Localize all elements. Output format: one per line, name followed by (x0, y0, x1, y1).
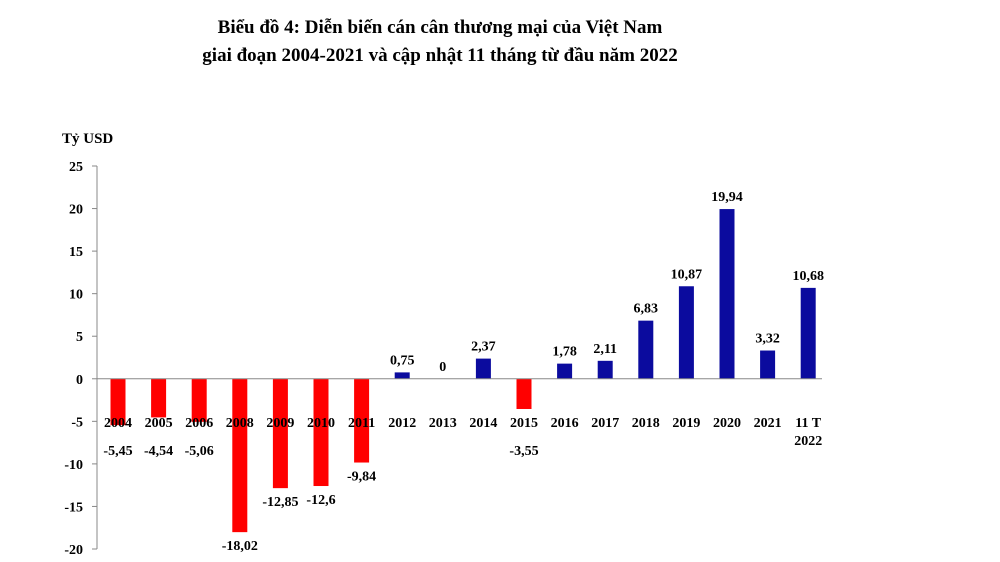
y-tick-label: -5 (71, 415, 83, 430)
data-label: 19,94 (711, 190, 743, 205)
category-label: 2016 (551, 416, 579, 431)
category-label: 2006 (185, 416, 213, 431)
y-tick-label: 25 (69, 160, 83, 175)
bar (557, 363, 573, 379)
bar (516, 378, 532, 409)
y-tick-label: -10 (64, 458, 83, 473)
bar (313, 378, 329, 487)
category-label: 2008 (226, 416, 254, 431)
y-tick-label: -20 (64, 543, 83, 558)
data-label: 0 (439, 360, 446, 375)
bar (394, 372, 410, 379)
chart-title-line-1: Biểu đồ 4: Diễn biến cán cân thương mại … (217, 17, 663, 38)
data-label: -12,85 (262, 495, 298, 510)
data-label: -5,06 (185, 444, 214, 459)
category-label: 11 T 2022 (794, 416, 822, 449)
category-label: 2010 (307, 416, 335, 431)
category-label: 2014 (469, 416, 497, 431)
category-label: 2017 (591, 416, 619, 431)
category-label: 2004 (104, 416, 132, 431)
bar (475, 358, 491, 379)
category-label: 2020 (713, 416, 741, 431)
bar (638, 320, 654, 379)
bar (678, 286, 694, 379)
data-label: -18,02 (222, 539, 258, 554)
bar (597, 360, 613, 379)
y-axis-label: Tỷ USD (62, 131, 113, 147)
category-label: 2015 (510, 416, 538, 431)
chart-title-line-2: giai đoạn 2004-2021 và cập nhật 11 tháng… (202, 45, 678, 66)
category-label: 2019 (672, 416, 700, 431)
data-label: -9,84 (347, 470, 376, 485)
bar (191, 378, 207, 422)
data-label: 2,11 (593, 342, 617, 357)
y-tick-label: 5 (76, 330, 83, 345)
data-label: -5,45 (103, 444, 132, 459)
data-label: -12,6 (306, 493, 335, 508)
data-label: -4,54 (144, 444, 173, 459)
category-label: 2005 (145, 416, 173, 431)
category-label: 2012 (388, 416, 416, 431)
data-label: 1,78 (552, 345, 577, 360)
y-tick-label: 0 (76, 373, 83, 388)
bar (800, 287, 816, 379)
bar (719, 209, 735, 379)
bar (760, 350, 776, 379)
data-label: 3,32 (755, 332, 780, 347)
category-label: 2018 (632, 416, 660, 431)
y-tick-label: 15 (69, 245, 83, 260)
category-label: 2009 (266, 416, 294, 431)
y-tick-label: 10 (69, 288, 83, 303)
y-tick-label: -15 (64, 500, 83, 515)
data-label: 0,75 (390, 353, 415, 368)
bar (232, 378, 248, 533)
chart-title: Biểu đồ 4: Diễn biến cán cân thương mại … (0, 14, 880, 70)
category-label: 2011 (348, 416, 375, 431)
data-label: 2,37 (471, 340, 496, 355)
data-label: -3,55 (509, 444, 538, 459)
y-tick-label: 20 (69, 203, 83, 218)
category-label: 2013 (429, 416, 457, 431)
data-label: 10,68 (792, 269, 824, 284)
bar (151, 378, 167, 418)
category-label: 2021 (754, 416, 782, 431)
data-label: 6,83 (634, 302, 659, 317)
bar (272, 378, 288, 489)
bar (110, 378, 126, 426)
bar (354, 378, 370, 463)
data-label: 10,87 (671, 267, 703, 282)
